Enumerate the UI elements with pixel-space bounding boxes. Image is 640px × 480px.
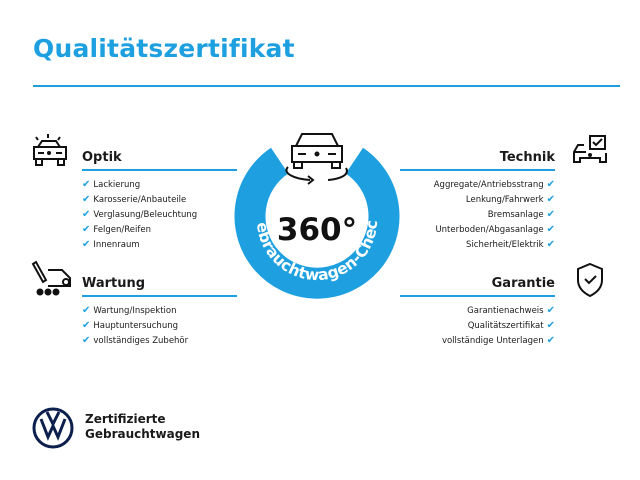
list-item: Garantienachweis ✔ <box>467 305 555 316</box>
section-title: Technik <box>400 150 555 171</box>
section-technik: Technik Aggregate/Antriebsstrang ✔ Lenkun… <box>400 150 555 252</box>
car-lights-icon <box>33 134 67 166</box>
shield-check-icon <box>577 262 603 298</box>
list-item: ✔ vollständiges Zubehör <box>82 335 189 346</box>
section-wartung: Wartung ✔ Wartung/Inspektion ✔ Hauptunters… <box>82 276 237 348</box>
check-icon: ✔ <box>546 179 555 190</box>
list-item: ✔ Wartung/Inspektion <box>82 305 177 316</box>
list-item: vollständige Unterlagen ✔ <box>441 335 555 346</box>
360-label: 360° <box>277 212 357 248</box>
section-title: Optik <box>82 150 237 171</box>
check-icon: ✔ <box>82 179 91 190</box>
section-garantie: Garantie Garantienachweis ✔ Qualitätszert… <box>400 276 555 348</box>
list-item: ✔ Felgen/Reifen <box>82 224 152 235</box>
ring-arc <box>234 147 400 299</box>
list-item: ✔ Innenraum <box>82 239 140 250</box>
check-360-badge: Gebrauchtwagen-Check 360° <box>220 110 400 299</box>
check-icon: ✔ <box>546 194 555 205</box>
check-icon: ✔ <box>82 305 91 316</box>
brand-line1: Zertifizierte <box>85 412 166 426</box>
check-icon: ✔ <box>546 320 555 331</box>
check-icon: ✔ <box>546 224 555 235</box>
section-title: Garantie <box>400 276 555 297</box>
list-item: Lenkung/Fahrwerk ✔ <box>465 194 555 205</box>
list-item: Bremsanlage ✔ <box>487 209 555 220</box>
list-item: Unterboden/Abgasanlage ✔ <box>435 224 555 235</box>
car-checkbox-icon <box>573 135 607 163</box>
check-icon: ✔ <box>82 209 91 220</box>
check-icon: ✔ <box>82 239 91 250</box>
brand-text: Zertifizierte Gebrauchtwagen <box>85 412 200 442</box>
check-icon: ✔ <box>546 305 555 316</box>
list-item: ✔ Verglasung/Beleuchtung <box>82 209 198 220</box>
list-item: ✔ Hauptuntersuchung <box>82 320 178 331</box>
title-divider <box>33 85 620 87</box>
list-item: Qualitätszertifikat ✔ <box>467 320 555 331</box>
car-rotate-icon <box>285 133 348 185</box>
check-icon: ✔ <box>82 320 91 331</box>
section-optik: Optik ✔ Lackierung ✔ Karosserie/Anbauteile… <box>82 150 237 252</box>
vw-logo <box>32 407 74 449</box>
check-icon: ✔ <box>546 239 555 250</box>
check-icon: ✔ <box>546 209 555 220</box>
check-icon: ✔ <box>82 194 91 205</box>
check-icon: ✔ <box>546 335 555 346</box>
page-title: Qualitätszertifikat <box>33 34 295 63</box>
service-van-icon <box>31 260 71 296</box>
check-icon: ✔ <box>82 335 91 346</box>
list-item: ✔ Lackierung <box>82 179 141 190</box>
list-item: ✔ Karosserie/Anbauteile <box>82 194 187 205</box>
list-item: Sicherheit/Elektrik ✔ <box>466 239 555 250</box>
check-icon: ✔ <box>82 224 91 235</box>
section-title: Wartung <box>82 276 237 297</box>
brand-line2: Gebrauchtwagen <box>85 427 200 441</box>
list-item: Aggregate/Antriebsstrang ✔ <box>433 179 555 190</box>
